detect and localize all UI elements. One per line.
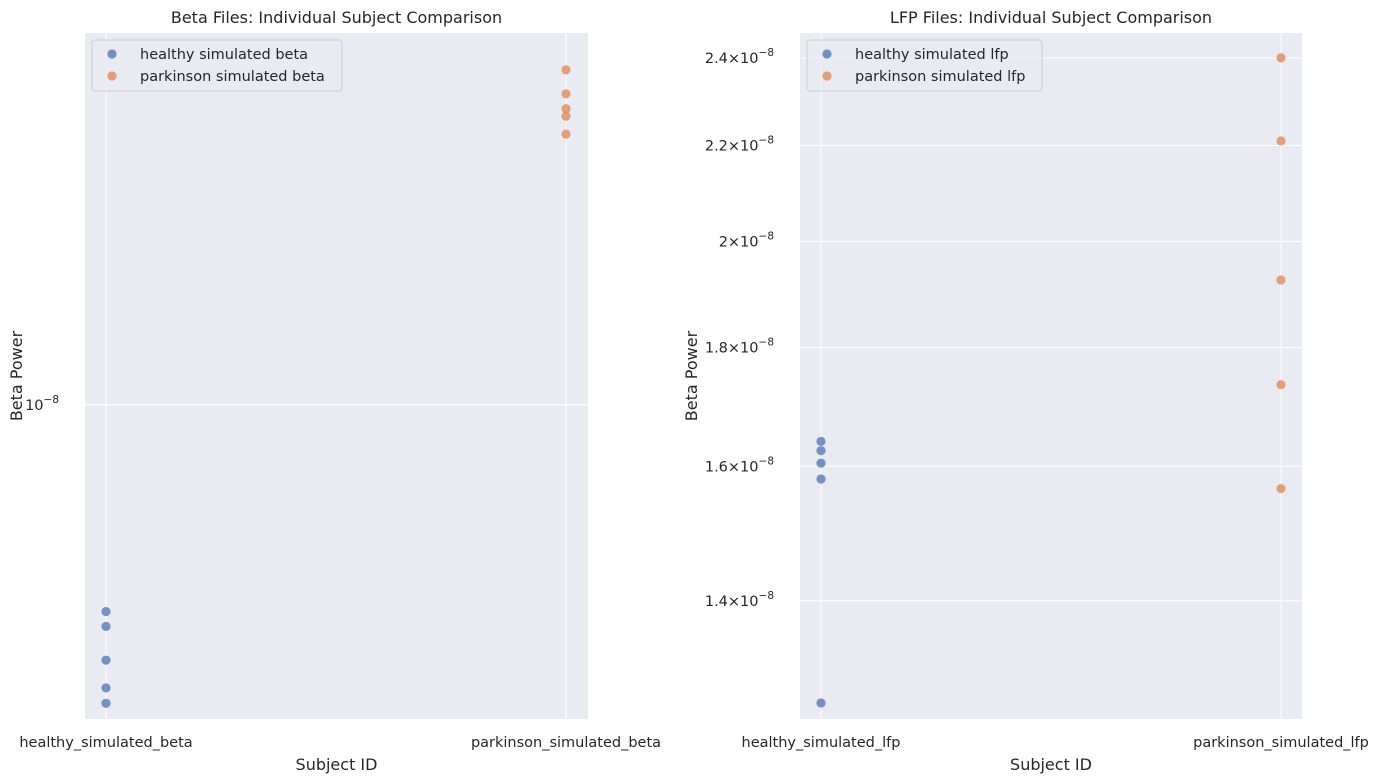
data-point [816,446,826,456]
x-tick-label: healthy_simulated_lfp [742,735,901,751]
y-tick-label: 10−8 [25,394,59,414]
data-point [816,474,826,484]
data-point [1276,483,1286,494]
legend-label: parkinson simulated beta [140,69,325,85]
legend: healthy simulated beta parkinson simulate… [91,39,343,92]
chart-2: LFP Files: Individual Subject Comparison… [682,8,1369,774]
data-point [561,129,571,139]
legend: healthy simulated lfp parkinson simulated… [806,39,1043,92]
data-point [101,683,111,693]
data-point [101,606,111,617]
data-point [1276,275,1286,285]
x-tick-label: healthy_simulated_beta [19,735,192,751]
chart-title: Beta Files: Individual Subject Compariso… [171,8,502,27]
legend-frame [91,39,343,92]
data-point [1276,136,1286,146]
legend-label: parkinson simulated lfp [855,69,1025,85]
y-tick-label: 1.4×10−8 [705,590,774,610]
y-tick-label: 2×10−8 [719,231,774,251]
data-point [1276,380,1286,390]
data-point [816,698,826,708]
data-point [816,436,826,447]
data-point [816,458,826,468]
x-tick-label: parkinson_simulated_lfp [1193,735,1369,751]
y-tick-label: 1.6×10−8 [705,455,774,475]
legend-marker [107,49,117,59]
data-point [101,621,111,631]
y-tick-label: 2.2×10−8 [705,135,774,155]
plot-area [800,33,1302,719]
legend-label: healthy simulated lfp [855,47,1009,63]
data-point [561,111,571,121]
data-point [101,698,111,708]
x-tick-label: parkinson_simulated_beta [471,735,661,751]
legend-marker [822,49,832,59]
y-axis-label: Beta Power [682,330,701,421]
data-point [561,89,571,99]
legend-label: healthy simulated beta [140,47,308,63]
y-axis-label: Beta Power [7,330,26,421]
chart-1: Beta Files: Individual Subject Compariso… [7,8,661,774]
data-point [1276,53,1286,63]
data-point [561,104,571,114]
y-tick-label: 1.8×10−8 [705,337,774,357]
x-axis-label: Subject ID [1010,755,1092,774]
y-tick-label: 2.4×10−8 [705,47,774,67]
legend-marker [822,71,832,81]
legend-frame [806,39,1043,92]
data-point [101,655,111,665]
data-point [561,65,571,75]
legend-marker [107,71,117,81]
chart-title: LFP Files: Individual Subject Comparison [890,8,1212,27]
x-axis-label: Subject ID [296,755,378,774]
plot-area [85,33,588,719]
